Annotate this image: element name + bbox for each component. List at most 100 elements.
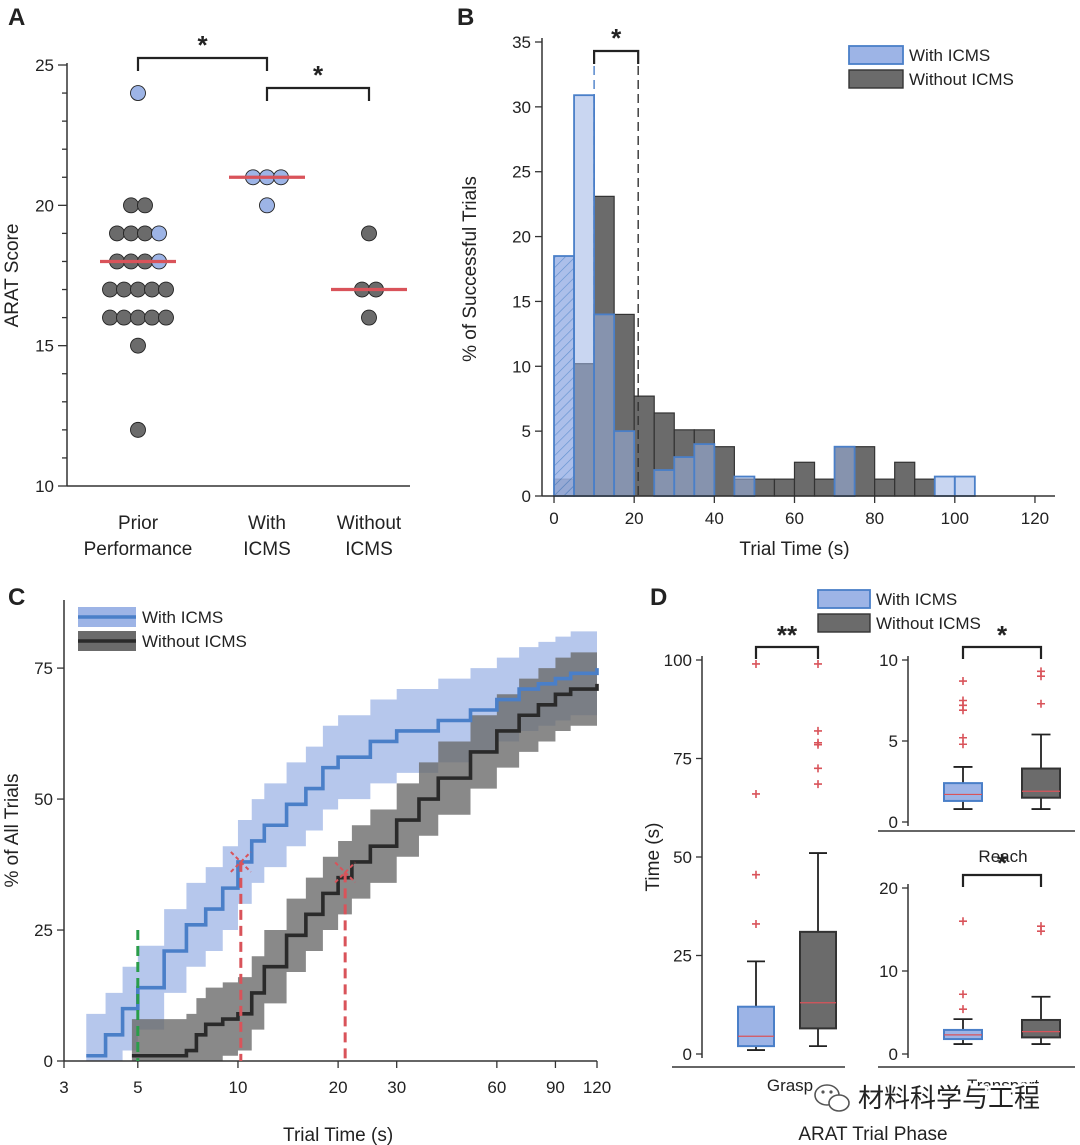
y-tick-label-5: 5 [522, 422, 531, 441]
panel-letter-c: C [8, 584, 25, 611]
data-point-0 [130, 281, 146, 298]
outlier-marker [959, 733, 967, 742]
outlier-marker [959, 696, 967, 705]
box-without [799, 930, 837, 1030]
bar-with-icms [833, 445, 856, 497]
x-tick-label-5: 5 [133, 1078, 142, 1097]
data-point-0 [130, 337, 146, 354]
y-tick-label-10: 10 [512, 357, 531, 376]
data-point-0 [151, 225, 167, 242]
category-label-2-1: ICMS [345, 539, 393, 560]
cumulative-line-0 [86, 668, 599, 1058]
category-label-1-1: ICMS [243, 539, 291, 560]
data-point-1 [259, 197, 275, 214]
panel-b-histogram: 0 5 10 15 20 25 30 35 0 20 40 60 80 100 120 Trial Time … [460, 23, 1055, 560]
bar-with-icms [573, 94, 596, 497]
y-tick-label-30: 30 [512, 98, 531, 117]
watermark: 材料科学与工程 材料科学与工程 [814, 1081, 1043, 1116]
subplot-label-transport: Transport [967, 1076, 1039, 1095]
legend-label-with-c: With ICMS [142, 608, 223, 627]
panel-letter-b: B [457, 4, 474, 31]
confidence-band-0 [86, 626, 597, 1061]
y-axis-label-d: Time (s) [643, 823, 664, 892]
category-label-1-0: With [248, 513, 286, 534]
bar-without-icms [914, 478, 936, 497]
data-point-0 [109, 225, 125, 242]
bar-with-icms [613, 430, 636, 497]
outlier-marker [752, 789, 760, 798]
x-tick-label-0: 0 [549, 509, 558, 528]
subplot-transport: 0 10 20 * Transport [878, 848, 1075, 1095]
data-point-0 [130, 309, 146, 326]
y-tick-label-20: 20 [512, 228, 531, 247]
y-tick-label-0: 0 [889, 813, 898, 832]
bar-with-icms [593, 313, 616, 497]
subplot-label-grasp: Grasp [767, 1076, 813, 1095]
box-without [1021, 767, 1061, 799]
data-point-0 [137, 197, 153, 214]
y-tick-label-10: 10 [35, 477, 54, 496]
significance-bracket-b [593, 49, 640, 64]
legend-label-without-c: Without ICMS [142, 632, 247, 651]
legend-swatch-without [848, 69, 904, 89]
significance-star-d: * [997, 620, 1008, 650]
y-tick-label-20: 20 [879, 879, 898, 898]
bar-without-icms [854, 446, 876, 497]
outlier-marker [814, 764, 822, 773]
significance-star-d: * [997, 848, 1008, 878]
x-tick-label-30: 30 [387, 1078, 406, 1097]
category-label-2-0: Without [337, 513, 402, 534]
bar-without-icms [713, 446, 735, 497]
data-point-0 [102, 281, 118, 298]
watermark-text-halo: 材料科学与工程 [858, 1083, 1040, 1113]
data-point-0 [144, 281, 160, 298]
panel-c-cumulative: 0 25 50 75 3 5 10 20 30 60 90 120 Trial Time (s) % of… [2, 600, 611, 1145]
box-with [737, 1005, 775, 1048]
x-axis-label-b: Trial Time (s) [739, 539, 849, 560]
panel-d-boxplots: 0255075100**Grasp0510*Reach01020*Transpo… [643, 589, 1075, 1145]
data-point-0 [123, 197, 139, 214]
wechat-icon [814, 1084, 850, 1112]
y-tick-label-75: 75 [673, 750, 692, 769]
panel-a-scatter: 10 15 20 25 ARAT Score Prior Performance With IC… [2, 30, 410, 560]
y-tick-label-50: 50 [34, 790, 53, 809]
x-tick-label-40: 40 [705, 509, 724, 528]
data-point-2 [361, 225, 377, 242]
outlier-marker [814, 738, 822, 747]
x-tick-label-60: 60 [487, 1078, 506, 1097]
y-tick-label-25: 25 [35, 56, 54, 75]
outlier-marker [752, 659, 760, 668]
bar-without-icms [773, 478, 796, 497]
subplot-reach: 0 5 10 * Reach [878, 620, 1075, 866]
x-axis-label-d: ARAT Trial Phase [798, 1124, 947, 1145]
category-label-0-0: Prior [118, 513, 159, 534]
data-point-0 [144, 309, 160, 326]
data-point-0 [102, 309, 118, 326]
legend-swatch-with-d [817, 589, 871, 609]
outlier-marker [959, 917, 967, 926]
bar-without-icms [793, 461, 816, 497]
x-tick-label-100: 100 [941, 509, 969, 528]
data-point-2 [361, 309, 377, 326]
bar-with-icms [673, 456, 696, 497]
legend-label-without: Without ICMS [909, 70, 1014, 89]
significance-bracket-1 [265, 86, 371, 101]
outlier-marker [959, 677, 967, 686]
legend-label-with-d: With ICMS [876, 590, 957, 609]
outlier-marker [752, 919, 760, 928]
y-tick-label-100: 100 [664, 651, 692, 670]
significance-star-1: * [313, 60, 324, 90]
data-point-0 [123, 225, 139, 242]
category-label-0-1: Performance [84, 539, 193, 560]
x-tick-label-3: 3 [59, 1078, 68, 1097]
significance-star-0: * [197, 30, 208, 60]
y-tick-label-5: 5 [889, 732, 898, 751]
significance-bracket-d [961, 873, 1043, 887]
legend-swatch-with [848, 45, 904, 65]
data-point-0 [158, 281, 174, 298]
panel-letter-d: D [650, 584, 667, 611]
outlier-marker [1037, 699, 1045, 708]
y-tick-label-15: 15 [512, 292, 531, 311]
x-tick-label-120: 120 [583, 1078, 611, 1097]
